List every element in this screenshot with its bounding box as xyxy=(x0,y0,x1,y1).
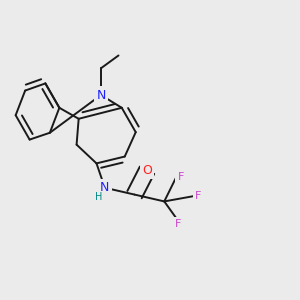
Text: F: F xyxy=(195,191,202,201)
Text: F: F xyxy=(177,172,184,182)
Text: N: N xyxy=(96,88,106,101)
Text: O: O xyxy=(142,164,152,177)
Text: H: H xyxy=(94,192,102,202)
Text: F: F xyxy=(175,219,182,229)
Text: N: N xyxy=(100,181,110,194)
